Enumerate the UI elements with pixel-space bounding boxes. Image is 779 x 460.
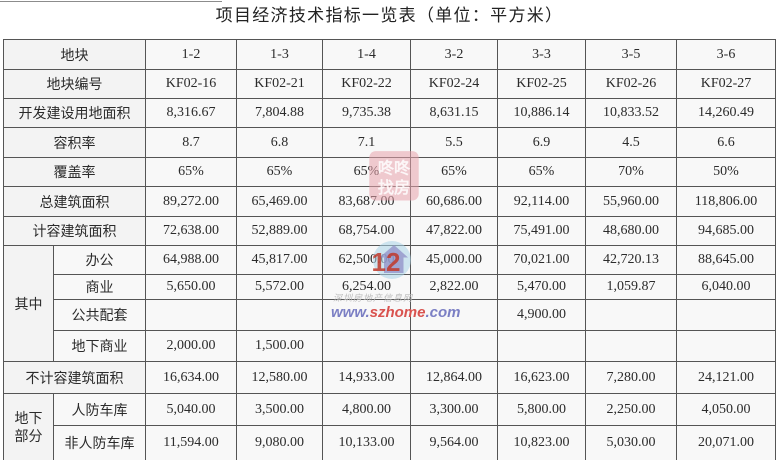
svg-text:找房: 找房 [378,178,410,197]
svg-text:12: 12 [372,247,401,277]
svg-text:咚咚: 咚咚 [378,159,411,178]
